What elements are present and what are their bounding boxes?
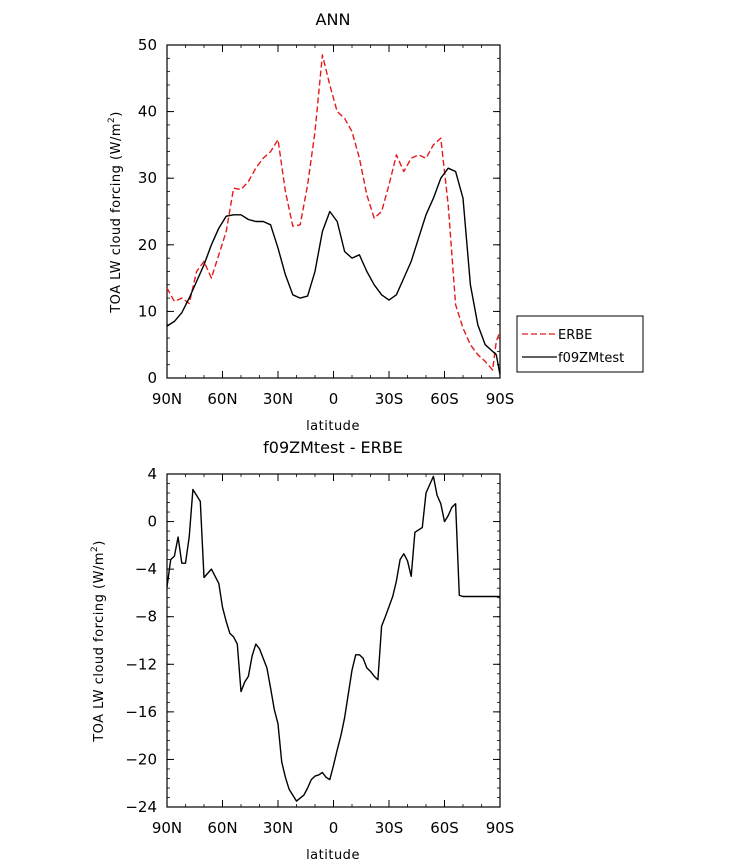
bottom-y-tick-label: −20	[125, 750, 157, 768]
top-series-line-f09zmtest	[166, 167, 501, 375]
top-chart-panel: ANN 0 10 20 30 40 50 90N 60N 30N 0 30S 60S 90S lati…	[107, 10, 644, 434]
legend-label-erbe: ERBE	[558, 328, 592, 343]
top-y-tick-label: 50	[138, 36, 157, 54]
bottom-x-tick-label: 60S	[430, 819, 459, 837]
bottom-x-tick-label: 0	[329, 819, 339, 837]
top-x-tick-label: 0	[329, 390, 339, 408]
bottom-y-axis-label: TOA LW cloud forcing (W/m2)	[90, 540, 107, 743]
top-y-ticks: 0 10 20 30 40 50	[138, 36, 500, 387]
bottom-series-line-0	[166, 475, 500, 802]
bottom-y-tick-label: −12	[125, 655, 157, 673]
legend-box	[516, 315, 644, 373]
bottom-y-tick-label: −8	[135, 608, 157, 626]
bottom-plot-frame	[166, 473, 501, 808]
bottom-x-tick-label: 30S	[375, 819, 404, 837]
top-y-tick-label: 30	[138, 169, 157, 187]
top-plot-frame	[166, 44, 501, 379]
bottom-x-axis-label: latitude	[306, 848, 360, 863]
top-x-tick-label: 90N	[152, 390, 182, 408]
legend-label-f09zmtest: f09ZMtest	[558, 351, 624, 366]
bottom-y-ticks: −24 −20 −16 −12 −8 −4 0 4	[125, 465, 500, 816]
top-x-tick-label: 60N	[207, 390, 237, 408]
top-x-axis-label: latitude	[306, 419, 360, 434]
bottom-y-tick-label: 4	[147, 465, 157, 483]
top-x-tick-label: 30S	[375, 390, 404, 408]
bottom-y-tick-label: −24	[125, 798, 157, 816]
bottom-y-tick-label: −4	[135, 560, 157, 578]
bottom-chart-panel: f09ZMtest - ERBE −24 −20 −16 −12 −8 −4 0 4 90N 6…	[90, 438, 514, 863]
bottom-x-tick-label: 90S	[486, 819, 515, 837]
top-x-tick-label: 30N	[263, 390, 293, 408]
top-y-tick-label: 40	[138, 103, 157, 121]
bottom-x-tick-label: 90N	[152, 819, 182, 837]
top-y-axis-label: TOA LW cloud forcing (W/m2)	[107, 111, 124, 314]
top-y-tick-label: 20	[138, 236, 157, 254]
legend: ERBE f09ZMtest	[516, 315, 644, 373]
top-y-tick-label: 10	[138, 302, 157, 320]
bottom-x-tick-label: 60N	[207, 819, 237, 837]
top-x-ticks: 90N 60N 30N 0 30S 60S 90S	[152, 45, 514, 408]
top-y-tick-label: 0	[147, 369, 157, 387]
bottom-chart-title: f09ZMtest - ERBE	[263, 438, 403, 457]
top-series-line-erbe	[166, 54, 501, 371]
bottom-series-lines	[166, 475, 500, 802]
top-series-lines	[166, 54, 501, 375]
bottom-x-tick-label: 30N	[263, 819, 293, 837]
top-x-tick-label: 60S	[430, 390, 459, 408]
bottom-y-tick-label: 0	[147, 513, 157, 531]
top-chart-title: ANN	[316, 10, 351, 29]
bottom-y-tick-label: −16	[125, 703, 157, 721]
bottom-x-ticks: 90N 60N 30N 0 30S 60S 90S	[152, 474, 514, 837]
top-x-tick-label: 90S	[486, 390, 515, 408]
